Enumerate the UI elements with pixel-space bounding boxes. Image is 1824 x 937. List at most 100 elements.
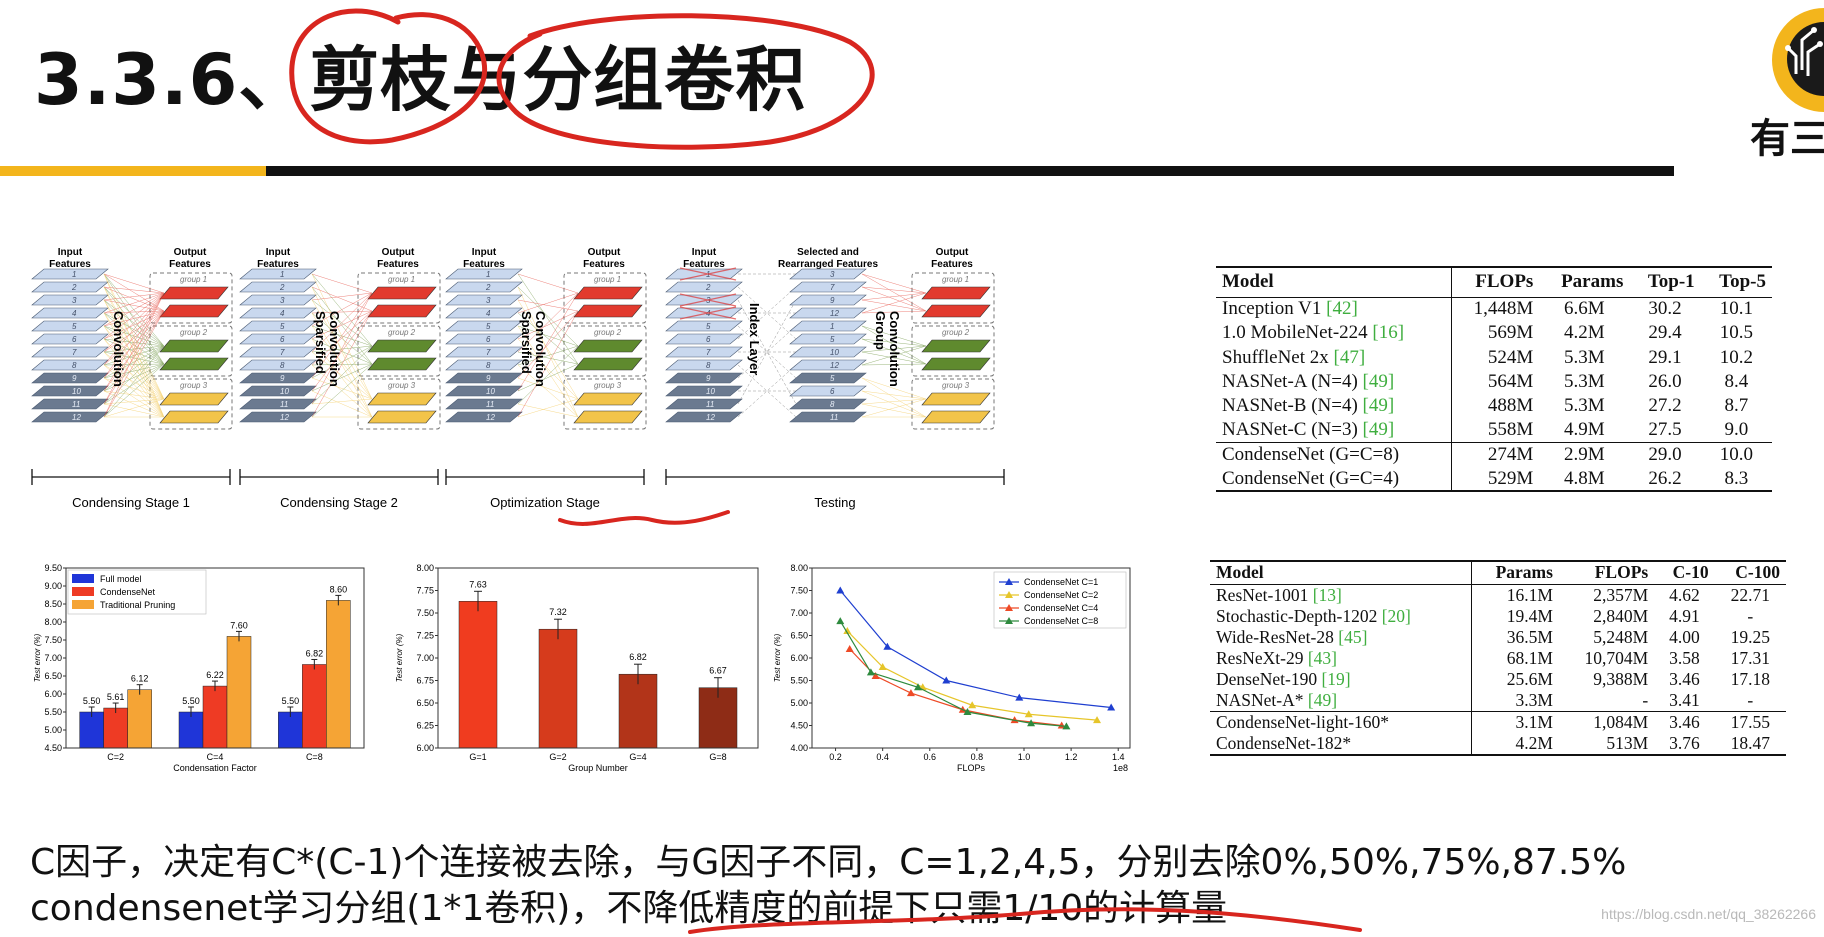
feature-slab <box>665 346 743 358</box>
slab-number: 6 <box>486 335 491 344</box>
group-label: group 2 <box>942 328 970 337</box>
y-tick-label: 6.25 <box>416 721 434 731</box>
feature-slab <box>445 398 523 410</box>
bar <box>458 601 498 749</box>
y-tick-label: 6.50 <box>44 671 62 681</box>
feature-slab <box>239 307 317 319</box>
value-cell: - <box>1747 689 1754 710</box>
citation-link[interactable]: [19] <box>1321 668 1351 689</box>
output-feature-slab <box>921 410 991 424</box>
stage-label: Optimization Stage <box>490 495 600 510</box>
citation-link[interactable]: [49] <box>1362 419 1395 441</box>
table-row: Stochastic-Depth-1202 [20] 19.4M 2,840M 4.9… <box>1210 605 1786 627</box>
value-cell: 3.3M <box>1515 689 1553 710</box>
group-box <box>357 325 441 377</box>
diagram-header: Features <box>257 259 299 270</box>
slab-number: 3 <box>486 296 491 305</box>
value-cell: 10.0 <box>1719 444 1753 466</box>
table-row: CondenseNet-182* 4.2M 513M 3.76 18.47 <box>1210 732 1786 755</box>
data-point <box>845 645 854 652</box>
feature-slab <box>239 398 317 410</box>
model-cell: CondenseNet (G=C=8) <box>1216 442 1453 468</box>
diagram-header: Features <box>377 259 419 270</box>
output-feature-slab <box>159 410 229 424</box>
x-tick-label: 1.4 <box>1112 752 1125 762</box>
data-point <box>1093 716 1102 724</box>
feature-slab <box>445 294 523 306</box>
citation-link[interactable]: [13] <box>1312 584 1342 605</box>
slab-number: 6 <box>706 335 711 344</box>
column-header: FLOPs <box>1475 271 1534 293</box>
diagram-header: Input <box>58 247 83 258</box>
slab-number: 8 <box>830 400 835 409</box>
slab-number: 12 <box>72 413 81 422</box>
value-cell: 1,084M <box>1593 711 1649 732</box>
value-cell: 2.9M <box>1564 444 1605 466</box>
table-header-row: Model Params FLOPs C-10 C-100 <box>1210 561 1786 584</box>
feature-slab <box>789 385 867 397</box>
slab-number: 10 <box>486 387 495 396</box>
feature-slab <box>665 268 743 280</box>
title-word-pruning: 剪枝 <box>309 39 452 121</box>
line-series <box>836 617 1071 730</box>
flops-line-chart: 4.00 4.50 5.00 5.50 6.00 6.50 7.00 7.50 8.00 0.2 0… <box>773 563 1131 773</box>
bar <box>178 711 204 749</box>
value-cell: 2,357M <box>1593 584 1649 605</box>
output-feature-slab <box>367 357 437 371</box>
value-cell: 4.91 <box>1669 605 1700 626</box>
x-tick-label: G=1 <box>469 752 486 762</box>
bar <box>202 685 228 749</box>
output-feature-slab <box>159 392 229 406</box>
value-cell: 30.2 <box>1648 298 1682 320</box>
output-feature-slab <box>367 392 437 406</box>
citation-link[interactable]: [43] <box>1307 647 1338 668</box>
citation-link[interactable]: [42] <box>1326 298 1358 320</box>
value-cell: 488M <box>1487 395 1534 417</box>
table-row: Wide-ResNet-28 [45] 36.5M 5,248M 4.00 19.25 <box>1210 626 1786 648</box>
feature-slab <box>445 372 523 384</box>
slab-number: 1 <box>830 322 834 331</box>
data-label: 5.50 <box>282 696 300 706</box>
group-box <box>563 378 647 430</box>
plot-area <box>811 567 1131 749</box>
title-prefix: 3.3.6、 <box>34 39 310 121</box>
table-row: ShuffleNet 2x [47] 524M 5.3M 29.1 10.2 <box>1216 345 1772 370</box>
slab-number: 7 <box>830 283 835 292</box>
slab-number: 7 <box>72 348 77 357</box>
stage-label: Condensing Stage 2 <box>280 495 398 510</box>
legend-swatch <box>72 574 94 583</box>
bar <box>79 711 104 749</box>
model-cell: ResNeXt-29 [43] <box>1210 647 1472 669</box>
citation-link[interactable]: [49] <box>1362 395 1395 417</box>
citation-link[interactable]: [47] <box>1333 346 1366 368</box>
citation-link[interactable]: [16] <box>1372 322 1405 344</box>
citation-link[interactable]: [20] <box>1381 605 1411 626</box>
data-point <box>878 663 887 670</box>
diagram-header: Features <box>463 259 505 270</box>
series-line <box>839 620 1067 727</box>
slab-number: 10 <box>706 387 715 396</box>
diagram-header: Features <box>583 259 625 270</box>
citation-link[interactable]: [49] <box>1362 371 1395 393</box>
legend-swatch <box>72 587 94 596</box>
value-cell: 5.3M <box>1564 371 1605 393</box>
slab-number: 7 <box>280 348 285 357</box>
feature-slab <box>239 346 317 358</box>
output-feature-slab <box>159 304 229 318</box>
output-feature-slab <box>921 286 991 300</box>
slab-number: 12 <box>706 413 715 422</box>
citation-link[interactable]: [49] <box>1307 689 1338 710</box>
output-feature-slab <box>573 357 643 371</box>
model-cell: CondenseNet-light-160* <box>1210 711 1472 733</box>
value-cell: 569M <box>1487 322 1534 344</box>
feature-slab <box>31 333 109 345</box>
data-point <box>836 586 845 594</box>
value-cell: 3.58 <box>1669 647 1700 668</box>
slab-number: 7 <box>486 348 491 357</box>
model-cell: NASNet-B (N=4) [49] <box>1216 394 1453 419</box>
y-tick-label: 6.00 <box>44 689 62 699</box>
feature-slab <box>31 398 109 410</box>
feature-slab <box>665 385 743 397</box>
citation-link[interactable]: [45] <box>1338 626 1368 647</box>
y-tick-label: 6.00 <box>790 653 808 663</box>
